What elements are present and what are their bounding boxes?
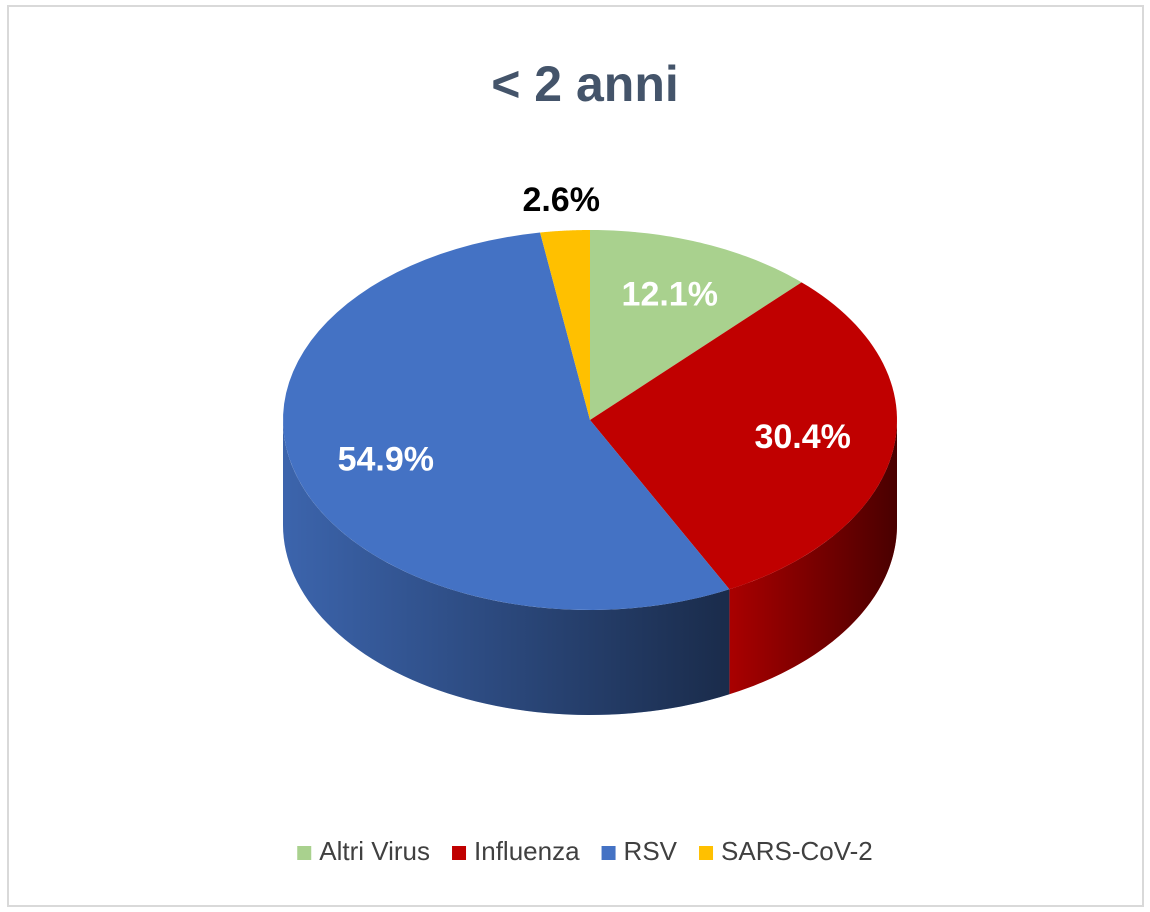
data-label: 12.1% [622,275,718,313]
legend-label: Influenza [474,836,580,866]
legend-swatch [452,846,467,860]
legend-label: Altri Virus [319,836,430,866]
chart-title: < 2 anni [491,56,679,112]
slice [590,282,897,590]
slice-side-shade [729,420,897,695]
slice [590,230,802,420]
slice-side-shade [283,420,730,715]
slice [540,230,590,420]
slice [283,232,730,610]
data-label: 54.9% [338,440,434,478]
data-label: 30.4% [754,418,850,456]
legend-swatch [601,846,616,860]
legend-label: RSV [624,836,678,866]
legend-swatch [297,846,312,860]
legend-swatch [699,846,714,860]
legend-label: SARS-CoV-2 [721,836,873,866]
data-label: 2.6% [522,181,600,219]
